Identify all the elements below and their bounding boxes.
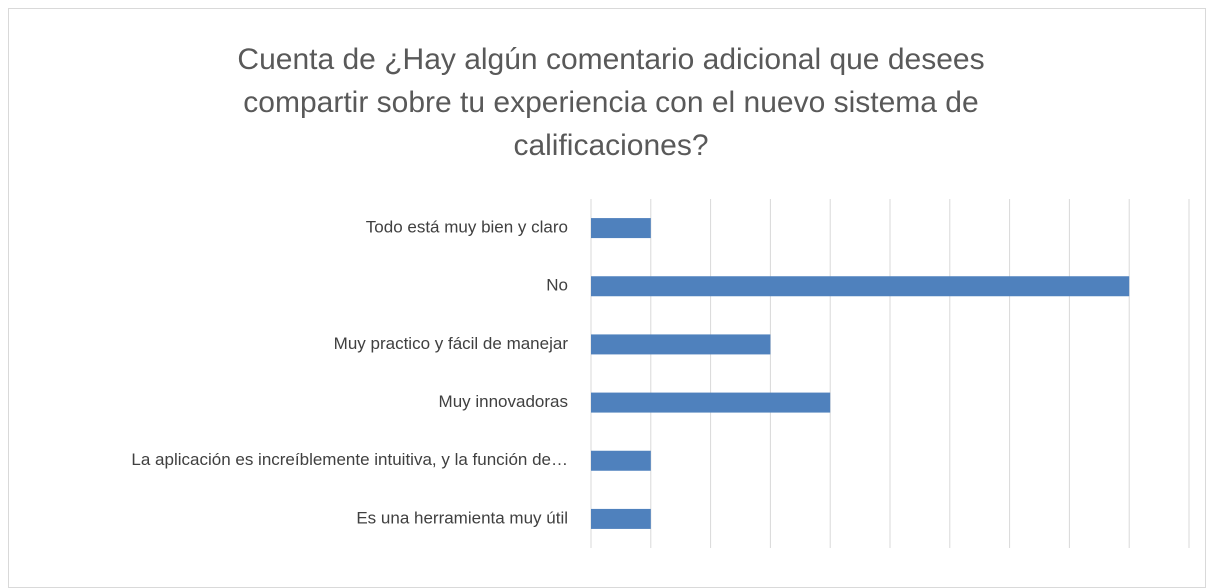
bar xyxy=(591,218,651,239)
y-tick-label: Todo está muy bien y claro xyxy=(366,218,568,237)
chart-title: Cuenta de ¿Hay algún comentario adiciona… xyxy=(237,43,985,162)
y-tick-label: No xyxy=(546,276,568,295)
y-tick-label: Muy practico y fácil de manejar xyxy=(334,334,569,353)
y-tick-label: La aplicación es increíblemente intuitiv… xyxy=(131,450,568,469)
chart: Todo está muy bien y claro No Muy practico… xyxy=(131,199,1190,548)
y-tick-label: Es una herramienta muy útil xyxy=(356,508,568,527)
y-tick-label: Muy innovadoras xyxy=(439,392,568,411)
page: Cuenta de ¿Hay algún comentario adiciona… xyxy=(8,8,1206,588)
bar xyxy=(591,450,651,471)
bar xyxy=(591,508,651,529)
bar xyxy=(591,392,831,413)
bar xyxy=(591,334,771,355)
bar xyxy=(591,276,1130,297)
